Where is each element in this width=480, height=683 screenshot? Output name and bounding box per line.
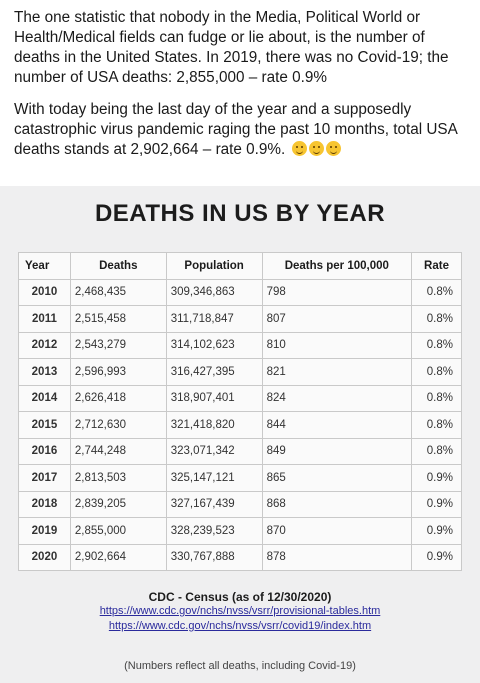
cell-population: 309,346,863 [165,278,263,306]
cell-deaths-per-100000: 865 [261,464,413,492]
cell-deaths-per-100000: 821 [261,358,413,386]
cell-deaths-per-100000: 868 [261,490,413,518]
cell-deaths: 2,515,458 [69,305,167,333]
cell-rate: 0.9% [411,464,462,492]
header-deaths-per-100000: Deaths per 100,000 [261,252,413,280]
cell-deaths: 2,596,993 [69,358,167,386]
cell-population: 323,071,342 [165,437,263,465]
cell-deaths: 2,855,000 [69,517,167,545]
cell-deaths: 2,543,279 [69,331,167,359]
cell-deaths: 2,744,248 [69,437,167,465]
cell-rate: 0.8% [411,358,462,386]
header-deaths: Deaths [69,252,167,280]
table-row: 2019 2,855,000 328,239,523 870 0.9% [18,517,462,545]
cell-population: 321,418,820 [165,411,263,439]
cell-year: 2011 [18,305,71,333]
table-row: 2014 2,626,418 318,907,401 824 0.8% [18,384,462,412]
cell-year: 2012 [18,331,71,359]
cell-rate: 0.8% [411,278,462,306]
cell-population: 316,427,395 [165,358,263,386]
card-title: DEATHS IN US BY YEAR [94,200,386,227]
table-body: 2010 2,468,435 309,346,863 798 0.8% 2011 2,515… [18,278,462,571]
footnote: (Numbers reflect all deaths, including C… [124,660,356,672]
cell-deaths-per-100000: 844 [261,411,413,439]
cell-population: 328,239,523 [165,517,263,545]
cell-year: 2015 [18,411,71,439]
deaths-table: Year Deaths Population Deaths per 100,00… [18,252,462,571]
table-header-row: Year Deaths Population Deaths per 100,00… [18,252,462,280]
thinking-emoji-icon [308,141,324,156]
source-label: CDC - Census (as of 12/30/2020) [148,590,332,604]
cell-population: 318,907,401 [165,384,263,412]
cell-deaths: 2,902,664 [69,543,167,571]
deaths-card: DEATHS IN US BY YEAR Year Deaths Populat… [0,186,480,683]
source-link-2[interactable]: https://www.cdc.gov/nchs/nvss/vsrr/covid… [108,620,372,632]
cell-deaths: 2,813,503 [69,464,167,492]
cell-deaths: 2,468,435 [69,278,167,306]
cell-deaths-per-100000: 870 [261,517,413,545]
cell-year: 2014 [18,384,71,412]
cell-rate: 0.8% [411,305,462,333]
cell-population: 330,767,888 [165,543,263,571]
post-paragraph-2-text: With today being the last day of the yea… [14,101,457,158]
cell-population: 311,718,847 [165,305,263,333]
cell-year: 2010 [18,278,71,306]
table-row: 2012 2,543,279 314,102,623 810 0.8% [18,331,462,359]
cell-population: 325,147,121 [165,464,263,492]
cell-rate: 0.9% [411,517,462,545]
cell-year: 2019 [18,517,71,545]
cell-year: 2018 [18,490,71,518]
cell-deaths: 2,839,205 [69,490,167,518]
cell-deaths: 2,626,418 [69,384,167,412]
table-row: 2016 2,744,248 323,071,342 849 0.8% [18,437,462,465]
grinning-emoji-icon [325,141,341,156]
table-row: 2017 2,813,503 325,147,121 865 0.9% [18,464,462,492]
table-row: 2020 2,902,664 330,767,888 878 0.9% [18,543,462,571]
cell-rate: 0.8% [411,384,462,412]
cell-year: 2020 [18,543,71,571]
table-row: 2015 2,712,630 321,418,820 844 0.8% [18,411,462,439]
cell-population: 314,102,623 [165,331,263,359]
post-text: The one statistic that nobody in the Med… [14,8,470,172]
post-paragraph-1: The one statistic that nobody in the Med… [14,9,449,86]
cell-rate: 0.9% [411,490,462,518]
cell-deaths-per-100000: 810 [261,331,413,359]
header-rate: Rate [411,252,462,280]
cell-year: 2017 [18,464,71,492]
cell-deaths-per-100000: 878 [261,543,413,571]
table-row: 2013 2,596,993 316,427,395 821 0.8% [18,358,462,386]
card-footer: CDC - Census (as of 12/30/2020) https://… [0,586,480,672]
cell-year: 2013 [18,358,71,386]
cell-rate: 0.8% [411,437,462,465]
table-row: 2018 2,839,205 327,167,439 868 0.9% [18,490,462,518]
cell-deaths-per-100000: 824 [261,384,413,412]
header-population: Population [165,252,263,280]
cell-rate: 0.9% [411,543,462,571]
source-link-1[interactable]: https://www.cdc.gov/nchs/nvss/vsrr/provi… [99,605,381,617]
rolling-eyes-emoji-icon [291,141,307,156]
cell-deaths-per-100000: 798 [261,278,413,306]
cell-deaths-per-100000: 807 [261,305,413,333]
header-year: Year [18,252,71,280]
cell-deaths: 2,712,630 [69,411,167,439]
cell-population: 327,167,439 [165,490,263,518]
cell-rate: 0.8% [411,331,462,359]
table-row: 2010 2,468,435 309,346,863 798 0.8% [18,278,462,306]
cell-deaths-per-100000: 849 [261,437,413,465]
table-row: 2011 2,515,458 311,718,847 807 0.8% [18,305,462,333]
post-paragraph-2: With today being the last day of the yea… [14,100,470,160]
cell-year: 2016 [18,437,71,465]
cell-rate: 0.8% [411,411,462,439]
